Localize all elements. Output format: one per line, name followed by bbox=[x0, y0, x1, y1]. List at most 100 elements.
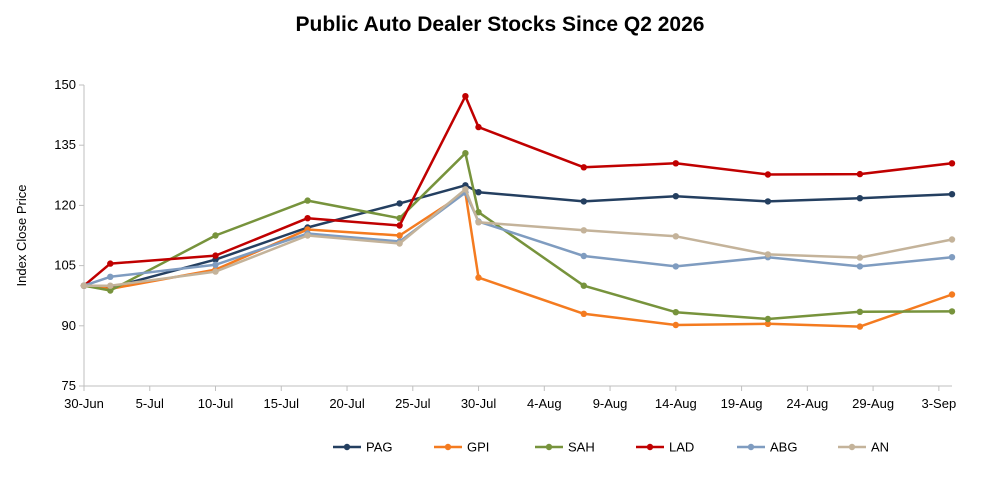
data-point-pag bbox=[764, 198, 772, 205]
data-point-sah bbox=[856, 308, 864, 315]
x-tick-label: 20-Jul bbox=[329, 396, 365, 411]
legend-label: GPI bbox=[467, 440, 489, 455]
legend-swatch-marker bbox=[343, 443, 351, 451]
legend-label: SAH bbox=[568, 440, 595, 455]
data-point-lad bbox=[856, 170, 864, 178]
data-point-sah bbox=[107, 287, 114, 294]
legend-item-abg: ABG bbox=[737, 440, 797, 455]
x-tick-label: 14-Aug bbox=[655, 396, 697, 411]
x-tick-label: 25-Jul bbox=[395, 396, 431, 411]
x-tick-label: 24-Aug bbox=[786, 396, 828, 411]
data-point-lad bbox=[304, 215, 311, 222]
data-point-pag bbox=[475, 189, 482, 196]
series-an bbox=[80, 186, 956, 289]
data-point-pag bbox=[580, 198, 587, 205]
data-point-an bbox=[107, 282, 114, 289]
data-point-pag bbox=[396, 200, 403, 207]
legend-label: PAG bbox=[366, 440, 393, 455]
data-point-lad bbox=[764, 171, 772, 178]
data-point-an bbox=[475, 219, 482, 226]
data-point-gpi bbox=[948, 291, 956, 298]
series-line-pag bbox=[83, 184, 953, 289]
legend-item-lad: LAD bbox=[636, 440, 694, 455]
chart-title: Public Auto Dealer Stocks Since Q2 2026 bbox=[296, 13, 705, 36]
legend-label: AN bbox=[871, 440, 889, 455]
data-point-gpi bbox=[856, 323, 864, 330]
series-line-lad bbox=[83, 94, 953, 287]
y-tick-label: 120 bbox=[54, 197, 76, 212]
data-point-gpi bbox=[764, 320, 772, 327]
x-tick-label: 29-Aug bbox=[852, 396, 894, 411]
x-tick-label: 10-Jul bbox=[198, 396, 234, 411]
data-point-lad bbox=[462, 93, 469, 100]
legend-item-pag: PAG bbox=[333, 440, 393, 455]
series-line-an bbox=[84, 188, 953, 287]
data-point-lad bbox=[948, 160, 956, 167]
data-point-lad bbox=[672, 160, 679, 167]
legend-swatch-marker bbox=[747, 443, 755, 451]
y-tick-label: 150 bbox=[54, 77, 76, 92]
data-point-sah bbox=[475, 209, 482, 216]
data-point-an bbox=[672, 233, 679, 240]
data-point-lad bbox=[396, 222, 403, 229]
data-point-an bbox=[580, 227, 587, 234]
legend-label: ABG bbox=[770, 440, 797, 455]
data-point-gpi bbox=[396, 232, 403, 239]
data-point-abg bbox=[948, 254, 956, 261]
series-sah bbox=[80, 150, 956, 323]
series-lad bbox=[80, 93, 956, 289]
data-point-an bbox=[304, 232, 311, 239]
data-point-an bbox=[396, 240, 403, 247]
legend-item-an: AN bbox=[838, 440, 889, 455]
legend-swatch-marker bbox=[646, 443, 654, 451]
data-point-sah bbox=[764, 315, 772, 323]
series-line-sah bbox=[83, 151, 953, 321]
data-point-lad bbox=[580, 164, 587, 171]
legend-swatch-marker bbox=[444, 443, 452, 451]
data-point-sah bbox=[580, 282, 587, 289]
data-point-pag bbox=[856, 195, 864, 202]
data-point-sah bbox=[304, 197, 311, 204]
y-tick-label: 135 bbox=[54, 137, 76, 152]
x-tick-label: 5-Jul bbox=[136, 396, 164, 411]
y-axis-label: Index Close Price bbox=[14, 185, 29, 287]
data-point-sah bbox=[212, 232, 219, 239]
data-point-abg bbox=[107, 273, 114, 280]
data-point-sah bbox=[948, 308, 956, 315]
data-point-an bbox=[764, 251, 772, 258]
data-point-lad bbox=[475, 123, 482, 131]
data-point-abg bbox=[672, 263, 679, 270]
data-point-an bbox=[856, 254, 864, 261]
x-tick-label: 30-Jun bbox=[64, 396, 104, 411]
data-point-an bbox=[948, 236, 956, 243]
x-tick-label: 30-Jul bbox=[461, 396, 497, 411]
x-tick-label: 19-Aug bbox=[721, 396, 763, 411]
series-layer bbox=[80, 93, 956, 330]
legend: PAG GPI SAH LAD ABG AN bbox=[333, 440, 889, 455]
data-point-gpi bbox=[475, 274, 482, 281]
data-point-pag bbox=[948, 191, 956, 198]
axes: 75 90 105 120 135 150 30-Jun 5-Jul 10-Jul 15-Jul 2… bbox=[54, 77, 956, 411]
y-tick-label: 75 bbox=[62, 378, 76, 393]
y-tick-label: 105 bbox=[54, 258, 76, 273]
legend-item-gpi: GPI bbox=[434, 440, 489, 455]
legend-swatch-marker bbox=[545, 443, 553, 451]
data-point-an bbox=[212, 268, 219, 275]
data-point-lad bbox=[107, 260, 114, 267]
legend-label: LAD bbox=[669, 440, 694, 455]
data-point-pag bbox=[672, 193, 679, 200]
data-point-sah bbox=[462, 150, 469, 157]
legend-item-sah: SAH bbox=[535, 440, 595, 455]
x-tick-label: 3-Sep bbox=[921, 396, 956, 411]
legend-swatch-marker bbox=[848, 443, 856, 451]
data-point-an bbox=[80, 282, 88, 289]
data-point-gpi bbox=[672, 321, 679, 329]
data-point-abg bbox=[580, 252, 587, 260]
x-tick-label: 15-Jul bbox=[264, 396, 300, 411]
data-point-lad bbox=[212, 252, 219, 259]
data-point-an bbox=[462, 186, 469, 193]
x-tick-label: 4-Aug bbox=[527, 396, 562, 411]
data-point-abg bbox=[856, 263, 864, 270]
